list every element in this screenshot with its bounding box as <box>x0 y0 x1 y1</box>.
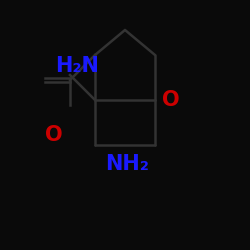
Text: H₂N: H₂N <box>55 56 99 76</box>
Text: NH₂: NH₂ <box>105 154 149 174</box>
Text: O: O <box>45 125 62 145</box>
Text: O: O <box>162 90 180 110</box>
